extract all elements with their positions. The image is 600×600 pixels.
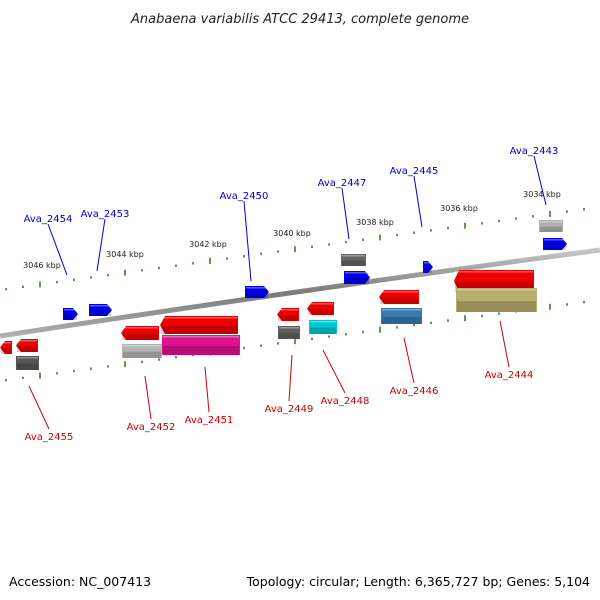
inner-tick-ring [5, 300, 585, 382]
reverse-gene-block[interactable] [121, 326, 159, 340]
genome-summary-text: Topology: circular; Length: 6,365,727 bp… [246, 574, 590, 589]
scale-tick-label: 3046 kbp [23, 261, 61, 270]
scale-tick-label: 3034 kbp [523, 190, 561, 199]
genome-backbone [0, 247, 600, 339]
forward-annotation-block[interactable] [341, 254, 366, 266]
forward-gene-label[interactable]: Ava_2443 [510, 146, 559, 157]
forward-gene-leader-line [243, 200, 252, 282]
scale-tick-label: 3042 kbp [189, 240, 227, 249]
forward-annotation-block[interactable] [539, 220, 563, 232]
accession-text: Accession: NC_007413 [9, 574, 151, 589]
reverse-gene-block[interactable] [0, 341, 12, 354]
reverse-gene-block[interactable] [307, 302, 334, 315]
reverse-annotation-block[interactable] [162, 335, 240, 355]
reverse-gene-block[interactable] [379, 290, 419, 304]
reverse-gene-block[interactable] [160, 316, 238, 334]
forward-gene-leader-line [341, 187, 350, 240]
map-title: Anabaena variabilis ATCC 29413, complete… [130, 12, 469, 27]
reverse-gene-leader-line [322, 349, 346, 394]
forward-gene-block[interactable] [543, 238, 567, 250]
forward-gene-block[interactable] [89, 304, 112, 316]
scale-tick-label: 3040 kbp [273, 229, 311, 238]
reverse-gene-label[interactable]: Ava_2448 [321, 396, 370, 407]
reverse-gene-label[interactable]: Ava_2452 [127, 422, 176, 433]
forward-gene-leader-line [47, 223, 68, 276]
forward-gene-block[interactable] [423, 261, 433, 273]
reverse-gene-leader-line [403, 337, 415, 384]
reverse-annotation-block[interactable] [278, 326, 300, 339]
scale-tick-label: 3044 kbp [106, 250, 144, 259]
gene-callouts: Ava_2454 Ava_2453 Ava_2450 Ava_2447 Ava_2445… [24, 146, 559, 443]
gene-features [0, 220, 567, 370]
reverse-gene-leader-line [288, 354, 293, 402]
reverse-gene-block[interactable] [454, 270, 534, 292]
forward-gene-block[interactable] [245, 286, 269, 298]
reverse-gene-leader-line [144, 375, 152, 420]
forward-gene-label[interactable]: Ava_2453 [81, 209, 130, 220]
reverse-gene-block[interactable] [16, 339, 38, 352]
forward-gene-leader-line [533, 155, 547, 206]
reverse-gene-leader-line [499, 320, 510, 368]
forward-gene-label[interactable]: Ava_2450 [220, 191, 269, 202]
forward-gene-label[interactable]: Ava_2447 [318, 178, 367, 189]
reverse-gene-label[interactable]: Ava_2449 [265, 404, 314, 415]
forward-gene-leader-line [413, 175, 423, 228]
reverse-annotation-block[interactable] [16, 356, 39, 370]
reverse-annotation-block[interactable] [456, 288, 537, 312]
scale-tick-label: 3036 kbp [440, 204, 478, 213]
reverse-annotation-block[interactable] [122, 344, 162, 358]
reverse-gene-label[interactable]: Ava_2446 [390, 386, 439, 397]
reverse-gene-label[interactable]: Ava_2451 [185, 415, 234, 426]
forward-gene-label[interactable]: Ava_2445 [390, 166, 439, 177]
reverse-gene-leader-line [204, 366, 210, 413]
reverse-gene-leader-line [28, 385, 50, 430]
reverse-gene-label[interactable]: Ava_2444 [485, 370, 534, 381]
reverse-annotation-block[interactable] [381, 308, 422, 324]
scale-labels: 3046 kbp 3044 kbp 3042 kbp 3040 kbp 3038 kbp… [23, 190, 561, 270]
forward-gene-block[interactable] [344, 271, 370, 284]
reverse-gene-label[interactable]: Ava_2455 [25, 432, 74, 443]
outer-tick-ring [5, 208, 585, 291]
scale-tick-label: 3038 kbp [356, 218, 394, 227]
forward-gene-leader-line [96, 218, 106, 272]
reverse-annotation-block[interactable] [309, 320, 337, 334]
forward-gene-block[interactable] [63, 308, 78, 320]
reverse-gene-block[interactable] [277, 308, 299, 321]
forward-gene-label[interactable]: Ava_2454 [24, 214, 73, 225]
